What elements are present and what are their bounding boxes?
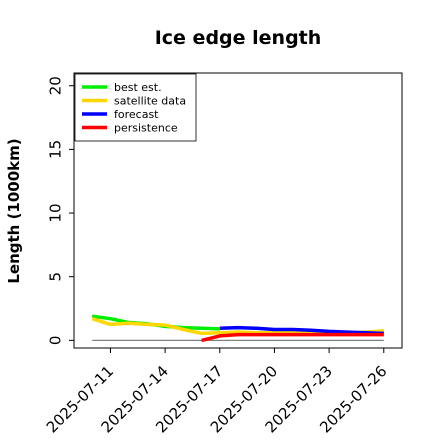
legend-box	[74, 73, 197, 142]
series-line-forecast	[219, 325, 384, 336]
y-axis-label: Length (1000km)	[5, 138, 23, 283]
y-tick-label: 20	[47, 76, 65, 95]
legend-label: best est.	[114, 81, 162, 94]
y-tick-label: 10	[47, 203, 65, 222]
legend-label: forecast	[114, 108, 159, 121]
series-line-best-est-	[91, 314, 220, 331]
y-axis: 0 5 10 15 20	[47, 76, 74, 346]
chart-title: Ice edge length	[155, 27, 322, 49]
y-tick-label: 5	[47, 272, 65, 282]
series-line-persistence	[201, 332, 384, 343]
y-tick-label: 0	[47, 336, 65, 346]
plot-area	[73, 72, 403, 349]
y-tick-label: 15	[47, 140, 65, 159]
legend-label: persistence	[114, 122, 178, 135]
legend: best est.satellite dataforecastpersisten…	[74, 73, 197, 142]
series-layer	[91, 314, 384, 343]
x-axis: 2025-07-112025-07-142025-07-172025-07-20…	[43, 348, 391, 436]
legend-label: satellite data	[114, 95, 186, 108]
